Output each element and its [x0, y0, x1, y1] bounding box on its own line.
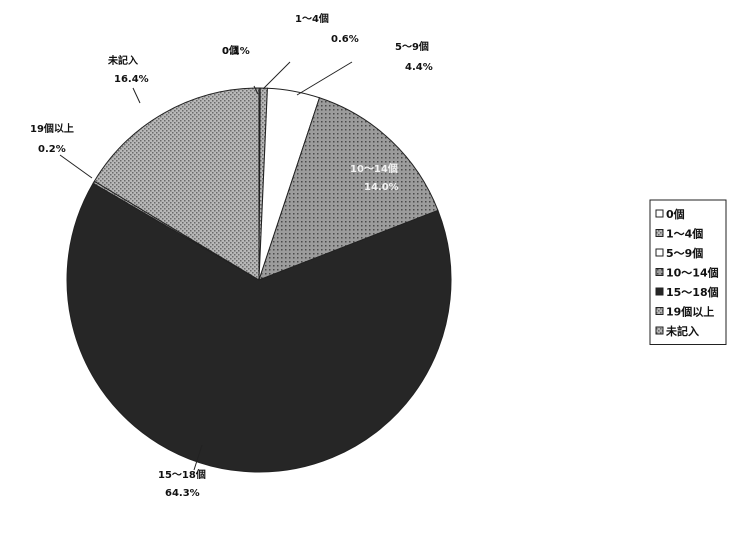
- slice-category-label-1: 0個: [222, 44, 239, 57]
- legend-swatch-6: [655, 307, 664, 315]
- legend-label-3: 5〜9個: [666, 246, 703, 260]
- slice-category-label-3: 5〜9個: [395, 40, 429, 53]
- legend-label-5: 15〜18個: [666, 285, 719, 299]
- legend-label-4: 10〜14個: [666, 266, 719, 280]
- leader-line-5: [193, 444, 203, 471]
- legend-swatch-1: [655, 209, 664, 218]
- legend-label-7: 未記入: [665, 324, 699, 338]
- pie-slice-4: [258, 97, 439, 281]
- slice-category-label-5: 15〜18個: [158, 468, 206, 481]
- leader-line-7: [132, 87, 141, 104]
- slice-percent-label-6: 0.2%: [38, 144, 66, 155]
- legend-swatch-7: [655, 326, 664, 335]
- leader-lines: [59, 61, 353, 471]
- slice-percent-label-7: 16.4%: [114, 74, 149, 85]
- legend-swatch-5: [655, 287, 664, 296]
- pie-slices: [66, 87, 452, 473]
- legend-swatch-4: [655, 268, 664, 276]
- leader-line-1: [253, 85, 259, 95]
- legend-swatch-3: [655, 248, 664, 257]
- slice-category-label-4: 10〜14個: [350, 162, 398, 175]
- slice-category-label-2: 1〜4個: [295, 12, 329, 25]
- slice-category-label-7: 未記入: [107, 54, 138, 67]
- slice-percent-label-1: 0.1%: [222, 46, 250, 57]
- pie-slice-5: [66, 182, 452, 473]
- legend-label-2: 1〜4個: [666, 227, 703, 241]
- slice-percent-label-3: 4.4%: [405, 62, 433, 73]
- legend-swatch-2: [655, 229, 664, 237]
- slice-percent-label-4: 14.0%: [364, 182, 399, 193]
- pie-slice-7: [93, 87, 260, 281]
- data-labels: 0個0.1% 1〜4個0.6% 5〜9個 4.4% 10〜14個 14.0% 15〜18個 6…: [30, 12, 433, 499]
- legend-box: [649, 199, 727, 345]
- leader-line-3: [296, 61, 353, 96]
- slice-percent-label-2: 0.6%: [331, 34, 359, 45]
- legend-label-6: 19個以上: [666, 305, 714, 319]
- slice-category-label-6: 19個以上: [30, 122, 74, 135]
- legend-label-1: 0個: [666, 207, 685, 221]
- leader-line-6: [59, 154, 93, 179]
- leader-line-2: [262, 61, 291, 90]
- slice-percent-label-5: 64.3%: [165, 488, 200, 499]
